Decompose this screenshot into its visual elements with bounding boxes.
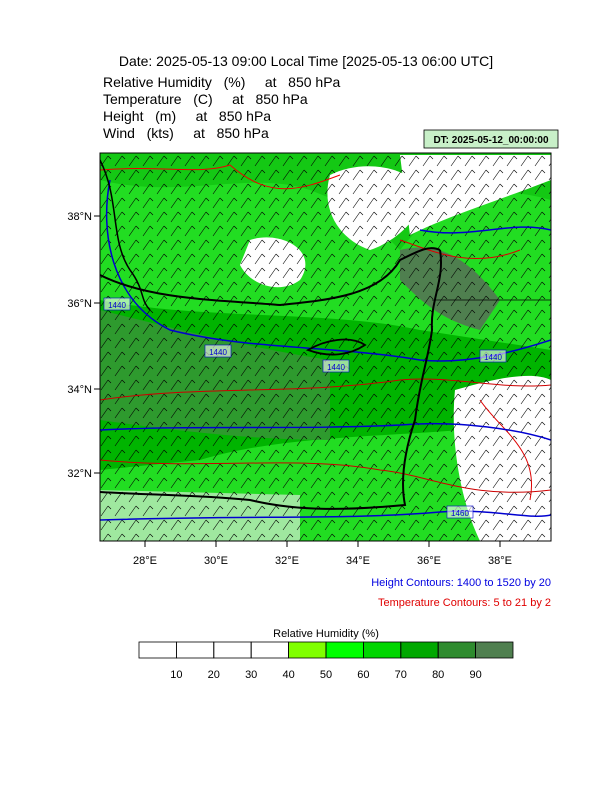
temp-contour (100, 378, 551, 401)
contour-label: 1460 (451, 509, 469, 518)
contour-label-box (322, 359, 350, 373)
map (100, 153, 551, 541)
coastline (100, 249, 442, 510)
map-frame (99, 152, 552, 542)
height-note: Height Contours: 1400 to 1520 by 20 (371, 577, 551, 589)
dt-label: DT: 2025-05-12_00:00:00 (433, 135, 549, 146)
lon-label: 34°E (346, 555, 370, 567)
colorbar-tick-label: 90 (469, 669, 481, 681)
colorbar-box (175, 641, 215, 659)
colorbar-box (475, 641, 514, 659)
colorbar-box (138, 641, 177, 659)
colorbar-tick-label: 80 (432, 669, 444, 681)
title: Date: 2025-05-13 09:00 Local Time [2025-… (119, 53, 493, 69)
colorbar-box (250, 641, 289, 659)
contour-label: 1440 (108, 301, 126, 310)
height-contour (419, 226, 551, 234)
field-line: Relative Humidity (%) at 850 hPa (103, 74, 341, 90)
colorbar-tick-label: 30 (245, 669, 257, 681)
lon-label: 32°E (275, 555, 299, 567)
contour-label-box (479, 349, 507, 363)
colorbar-tick-label: 50 (320, 669, 332, 681)
contour-labels: 1440 1440 1440 1440 1460 (103, 297, 507, 519)
colorbar-box (400, 641, 439, 659)
contour-label: 1440 (484, 353, 502, 362)
colorbar-tick-label: 70 (395, 669, 407, 681)
map-axes: 38°N 36°N 34°N 32°N 28°E 30°E 32°E 34°E 36°E 38°E (67, 211, 512, 567)
colorbar-title: Relative Humidity (%) (273, 628, 379, 640)
colorbar-tick-label: 10 (170, 669, 182, 681)
lat-label: 38°N (67, 211, 92, 223)
height-contour (100, 510, 551, 521)
colorbar-box (362, 641, 402, 659)
temp-contour (100, 164, 341, 190)
field-line: Wind (kts) at 850 hPa (103, 125, 269, 141)
coastline (100, 159, 151, 311)
field-line: Temperature (C) at 850 hPa (103, 91, 308, 107)
lon-label: 28°E (133, 555, 157, 567)
temp-contour (399, 239, 532, 501)
colorbar-tick-label: 60 (357, 669, 369, 681)
coastline (100, 247, 441, 307)
temp-contour (100, 459, 551, 493)
colorbar-box (325, 641, 364, 659)
colorbar-box (437, 641, 477, 659)
contour-label-box (103, 297, 131, 311)
lat-label: 32°N (67, 468, 92, 480)
dt-box (423, 129, 559, 149)
colorbar: 10 20 30 40 50 60 70 80 90 (138, 641, 514, 681)
contour-label-box (204, 344, 232, 358)
colorbar-tick-label: 20 (208, 669, 220, 681)
wind-barbs (100, 153, 551, 541)
field-line: Height (m) at 850 hPa (103, 108, 271, 124)
field-list: Relative Humidity (%) at 850 hPaTemperat… (103, 74, 341, 141)
lat-label: 36°N (67, 298, 92, 310)
colorbar-box (213, 641, 252, 659)
cyprus (305, 338, 367, 356)
contour-label: 1440 (327, 363, 345, 372)
temperature-note: Temperature Contours: 5 to 21 by 2 (378, 597, 551, 609)
lon-label: 30°E (204, 555, 228, 567)
lon-label: 38°E (488, 555, 512, 567)
contour-label-box (446, 505, 474, 519)
contour-label: 1440 (209, 348, 227, 357)
colorbar-box (288, 641, 327, 659)
lon-label: 36°E (417, 555, 441, 567)
lat-label: 34°N (67, 384, 92, 396)
height-contour (100, 422, 551, 441)
colorbar-tick-label: 40 (282, 669, 294, 681)
